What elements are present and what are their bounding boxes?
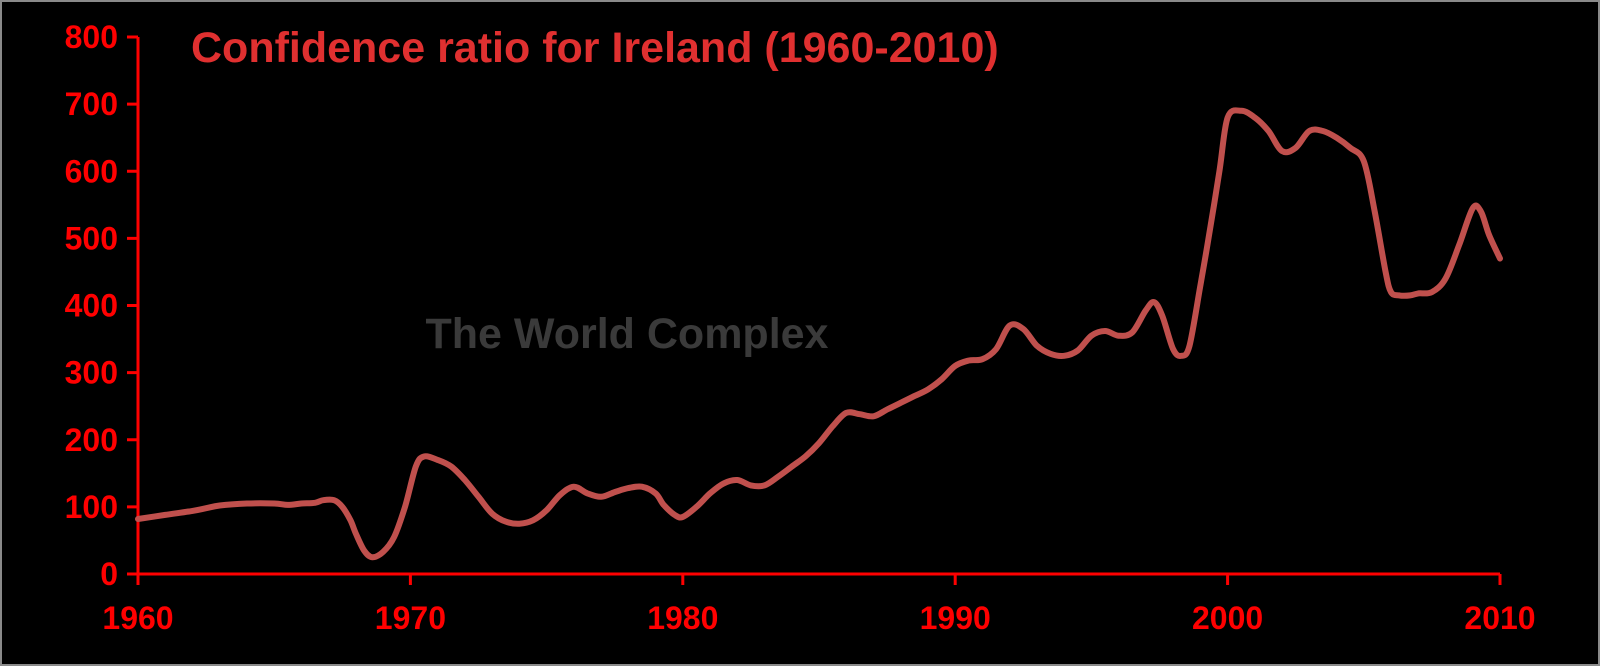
x-tick-label: 2010 (1464, 600, 1535, 636)
x-tick-label: 1990 (920, 600, 991, 636)
y-tick-label: 400 (65, 288, 118, 324)
y-tick-label: 0 (100, 556, 118, 592)
x-tick-label: 1980 (647, 600, 718, 636)
series-group (135, 107, 1503, 561)
series-line (135, 107, 1503, 561)
y-tick-label: 600 (65, 153, 118, 189)
watermark-text: The World Complex (426, 310, 829, 358)
y-tick-label: 800 (65, 19, 118, 55)
x-axis: 1960 1970 1980 1990 2000 2010 (102, 572, 1536, 636)
x-tick-label: 1970 (375, 600, 446, 636)
x-tick-label: 1960 (102, 600, 173, 636)
y-tick-label: 500 (65, 220, 118, 256)
y-tick-label: 100 (65, 489, 118, 525)
y-axis: 0 100 200 300 400 500 600 700 800 (65, 19, 140, 592)
y-tick-label: 300 (65, 355, 118, 391)
y-tick-label: 700 (65, 86, 118, 122)
y-tick-label: 200 (65, 422, 118, 458)
chart-title: Confidence ratio for Ireland (1960-2010) (191, 24, 999, 72)
x-tick-label: 2000 (1192, 600, 1263, 636)
